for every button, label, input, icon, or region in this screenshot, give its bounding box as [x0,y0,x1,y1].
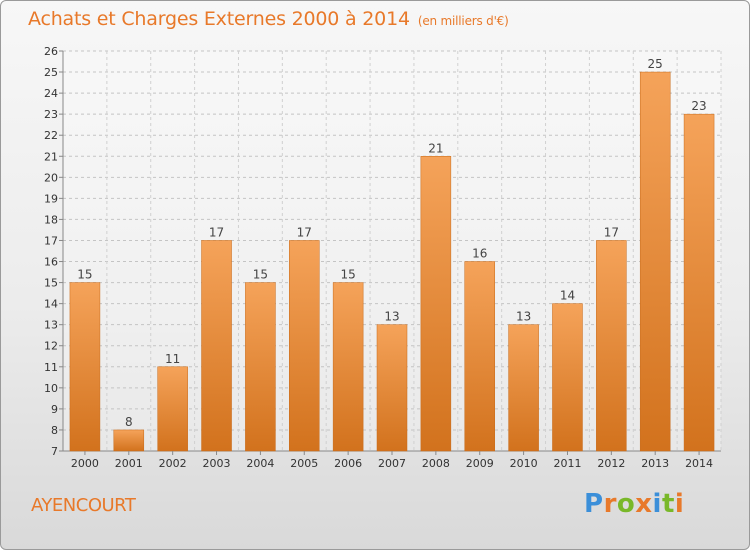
bar [639,71,671,452]
x-tick-label: 2012 [597,457,625,470]
bar [113,429,145,452]
y-tick-label: 13 [44,319,58,332]
x-tick-label: 2007 [378,457,406,470]
x-tick-label: 2008 [422,457,450,470]
data-label: 21 [428,141,443,155]
location-name: AYENCOURT [31,495,136,516]
data-label: 17 [604,225,619,239]
data-label: 8 [125,415,133,429]
y-tick-label: 15 [44,277,58,290]
bar [69,282,101,452]
data-label: 16 [472,247,487,261]
x-tick-label: 2010 [510,457,538,470]
x-tick-label: 2003 [203,457,231,470]
y-tick-label: 20 [44,171,58,184]
x-tick-label: 2001 [115,457,143,470]
logo-letter: t [661,489,675,519]
bar [157,366,188,452]
x-tick-label: 2014 [685,457,713,470]
data-label: 13 [384,310,399,324]
data-label: 13 [516,310,531,324]
logo-letter: P [584,489,604,519]
y-tick-label: 24 [44,87,58,100]
y-tick-label: 7 [51,445,58,458]
y-tick-label: 12 [44,340,58,353]
y-tick-label: 22 [44,129,58,142]
data-label: 11 [165,352,180,366]
data-label: 15 [77,268,92,282]
data-label: 17 [297,225,312,239]
x-tick-label: 2009 [466,457,494,470]
y-tick-label: 9 [51,403,58,416]
bar [201,240,232,452]
bar [683,113,715,452]
y-tick-label: 21 [44,150,58,163]
data-label: 15 [253,268,268,282]
logo-letter: i [674,489,685,519]
data-label: 25 [648,57,663,71]
bar [596,240,627,452]
y-tick-label: 17 [44,234,58,247]
bar [245,282,276,452]
y-tick-label: 16 [44,256,58,269]
proxiti-logo: Proxiti [584,489,684,519]
logo-letter: o [616,489,636,519]
data-label: 14 [560,289,575,303]
x-tick-label: 2013 [641,457,669,470]
logo-letter: r [603,489,617,519]
data-label: 23 [691,99,706,113]
logo-letter: x [635,489,653,519]
logo-letter: i [652,489,662,519]
bar [420,156,452,452]
data-label: 17 [209,225,224,239]
data-label: 15 [340,268,355,282]
y-tick-label: 14 [44,298,58,311]
chart-unit: (en milliers d'€) [417,14,509,28]
bar [332,282,364,452]
bar [508,324,539,452]
y-tick-label: 10 [44,382,58,395]
y-tick-label: 11 [44,361,58,374]
chart-title-text: Achats et Charges Externes 2000 à 2014 [28,8,410,30]
x-tick-label: 2011 [553,457,581,470]
bar [376,324,408,452]
bar [464,261,495,452]
chart-title: Achats et Charges Externes 2000 à 2014 (e… [28,8,509,30]
x-tick-label: 2006 [334,457,362,470]
x-tick-label: 2004 [246,457,274,470]
x-tick-label: 2000 [71,457,99,470]
y-tick-label: 23 [44,108,58,121]
bar [289,240,320,452]
y-tick-label: 8 [51,424,58,437]
y-tick-label: 18 [44,213,58,226]
y-tick-label: 25 [44,66,58,79]
x-tick-label: 2002 [159,457,187,470]
y-tick-label: 19 [44,192,58,205]
y-tick-label: 26 [44,45,58,58]
bar [552,303,583,452]
x-tick-label: 2005 [290,457,318,470]
